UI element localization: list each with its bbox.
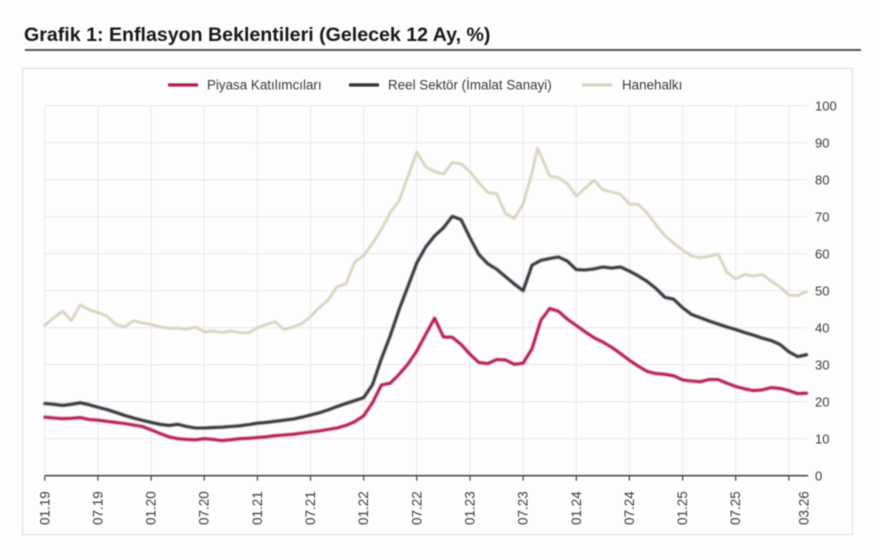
svg-text:07.21: 07.21 [303,491,318,525]
svg-text:07.23: 07.23 [516,491,531,525]
svg-text:07.20: 07.20 [197,491,212,525]
svg-text:50: 50 [815,284,829,299]
svg-text:30: 30 [815,358,829,373]
svg-text:0: 0 [815,469,822,484]
svg-text:07.19: 07.19 [90,491,105,525]
svg-text:60: 60 [815,247,829,262]
svg-text:20: 20 [815,395,829,410]
svg-text:10: 10 [815,432,829,447]
svg-text:07.22: 07.22 [409,491,424,525]
svg-text:90: 90 [815,136,829,151]
svg-text:70: 70 [815,210,829,225]
svg-text:07.25: 07.25 [728,491,743,525]
svg-text:40: 40 [815,321,829,336]
svg-text:01.22: 01.22 [356,491,371,525]
svg-text:01.23: 01.23 [463,491,478,525]
svg-text:01.21: 01.21 [250,491,265,525]
svg-text:01.25: 01.25 [675,491,690,525]
svg-text:07.24: 07.24 [622,491,637,525]
svg-text:01.20: 01.20 [144,491,159,525]
svg-text:Hanehalkı: Hanehalkı [622,78,682,93]
svg-text:01.24: 01.24 [569,491,584,525]
svg-text:01.19: 01.19 [37,491,52,525]
svg-text:100: 100 [815,99,837,114]
svg-text:03.26: 03.26 [797,491,812,525]
svg-text:80: 80 [815,173,829,188]
svg-text:Reel Sektör (İmalat Sanayi): Reel Sektör (İmalat Sanayi) [388,78,552,93]
svg-text:Piyasa Katılımcıları: Piyasa Katılımcıları [207,78,322,93]
